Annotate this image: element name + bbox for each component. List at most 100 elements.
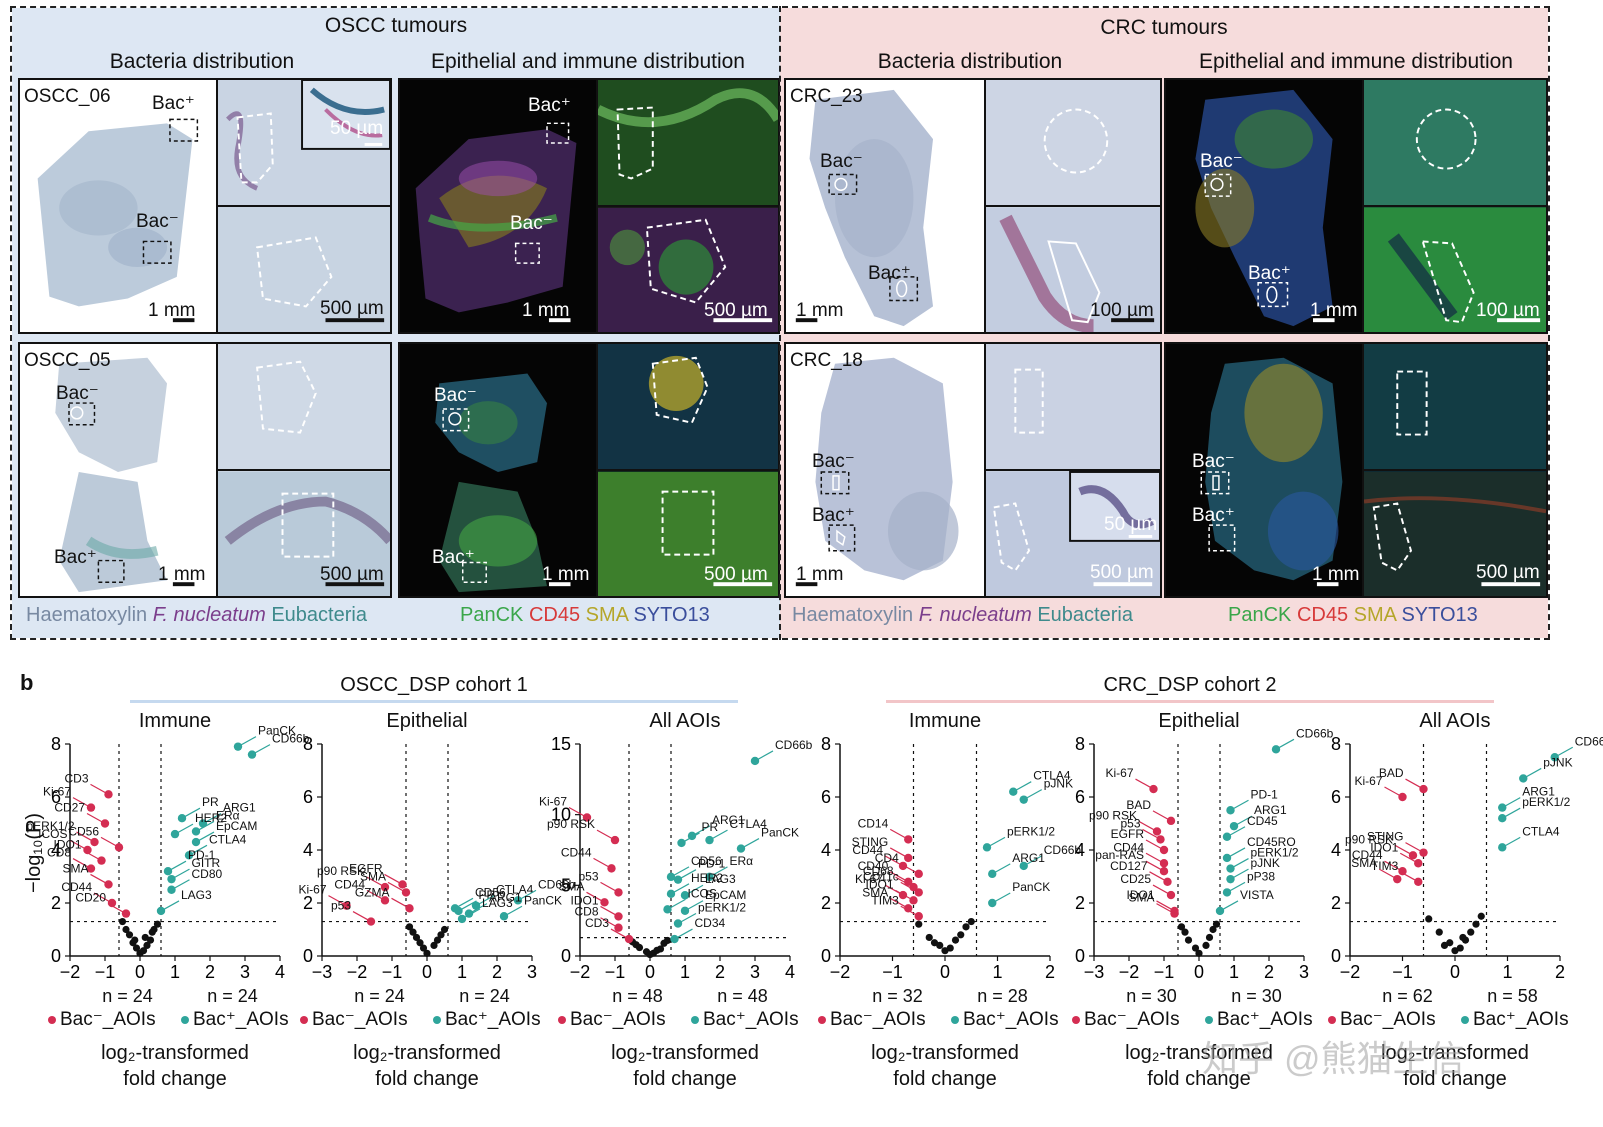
label-leader: [188, 844, 208, 856]
bac-neg-point: [1166, 816, 1176, 826]
crc23-bacpos-label: Bac⁺: [868, 263, 911, 284]
oscc05-sample-label: OSCC_05: [24, 350, 111, 371]
marker-label: PanCK: [761, 826, 799, 840]
label-leader: [709, 866, 728, 878]
x-tick-label: −2: [1340, 962, 1361, 982]
y-tick-label: 6: [821, 787, 831, 807]
label-leader: [202, 812, 222, 825]
x-tick-label: −2: [570, 962, 591, 982]
crc18-immune-scale-zoom: 500 µm: [1476, 562, 1540, 583]
marker-label: pP38: [1247, 869, 1275, 883]
ns-point: [1459, 933, 1467, 942]
x-tick-label: 2: [205, 962, 215, 982]
label-leader: [895, 876, 914, 888]
x-tick-label: 3: [1299, 962, 1309, 982]
label-leader: [1405, 778, 1424, 790]
bac-pos-point: [677, 838, 686, 848]
ns-point: [1212, 920, 1221, 928]
oscc06-immune-bacpos: Bac⁺: [528, 95, 571, 116]
marker-label: CD44: [852, 843, 883, 857]
ns-point: [1195, 949, 1203, 957]
oscc06-scale-zoom: 500 µm: [320, 298, 384, 319]
x-tick-label: 1: [1502, 962, 1512, 982]
bac-neg-point: [104, 790, 113, 799]
crc23-immune-scale-whole: 1 mm: [1310, 300, 1358, 321]
oscc-bacteria-col-title: Bacteria distribution: [109, 50, 295, 73]
label-leader: [1226, 847, 1246, 859]
label-leader: [517, 889, 537, 901]
x-axis-title-line1: log₂-transformed: [871, 1042, 1019, 1064]
label-leader: [237, 736, 257, 748]
marker-label: GZMA: [355, 885, 390, 899]
marker-label: pJNK: [1044, 777, 1073, 791]
x-tick-label: 0: [645, 962, 655, 982]
volcano-svg: −2 −1 0 1 2 0 2 4 6 8 CD14 STINGCD44CD4CD40CD68CD11…: [821, 734, 1081, 982]
oscc06-scale-whole: 1 mm: [148, 300, 196, 321]
label-leader: [1149, 871, 1168, 883]
bac-neg-point: [342, 901, 351, 910]
marker-label: ARG1: [1254, 803, 1287, 817]
marker-label: CD80: [192, 867, 223, 881]
label-leader: [1156, 903, 1175, 915]
ns-point: [915, 920, 923, 928]
marker-label: CD44: [1352, 848, 1383, 862]
marker-label: pERK1/2: [1007, 824, 1055, 838]
label-leader: [1501, 797, 1521, 809]
x-tick-label: 4: [275, 962, 285, 982]
marker-label: ARG1: [1012, 851, 1045, 865]
y-tick-label: 2: [303, 893, 313, 913]
label-leader: [1219, 900, 1239, 912]
label-leader: [691, 825, 711, 837]
legend-dot-pos: [1205, 1015, 1213, 1024]
bac-pos-point: [982, 843, 992, 852]
x-tick-label: −3: [312, 962, 333, 982]
bac-neg-point: [582, 813, 592, 822]
marker-label: Ki-67: [855, 872, 883, 886]
legend-bac-neg: Bac⁻_AOIs: [818, 1008, 926, 1031]
legend-bac-pos: Bac⁺_AOIs: [181, 1008, 289, 1031]
ns-point: [416, 939, 424, 947]
bac-neg-point: [1159, 867, 1169, 876]
label-leader: [681, 832, 700, 844]
crc18-scale-inset: 50 µm: [1104, 514, 1158, 535]
marker-label: BAD: [1126, 798, 1151, 812]
label-leader: [475, 895, 495, 907]
oscc05-immune-zoom: 500 µm: [596, 342, 780, 598]
legend-dot-neg: [300, 1015, 308, 1024]
y-tick-label: 15: [551, 734, 571, 754]
n-pos-count: n = 28: [977, 986, 1028, 1006]
volcano-plot: −3 −2 −1 0 1 2 3 0 2 4 6 8 EGFR p90 RSK SMA CD44 GZMA Ki-…: [298, 734, 575, 982]
y-tick-label: 0: [1075, 946, 1085, 966]
legend-sma: SMA: [1353, 604, 1396, 626]
legend-text-neg: Bac⁻_AOIs: [312, 1009, 408, 1030]
label-leader: [900, 881, 920, 893]
marker-label: ICOS: [688, 886, 717, 900]
x-axis-title-line2: fold change: [375, 1068, 479, 1090]
x-axis-title-line2: fold change: [1403, 1068, 1507, 1090]
marker-label: CD66b: [775, 738, 813, 752]
marker-label: CD66b: [272, 732, 310, 746]
marker-label: ARG1: [489, 891, 522, 905]
y-tick-label: 2: [1075, 893, 1085, 913]
y-tick-label: 0: [561, 946, 571, 966]
marker-label: PR: [202, 795, 219, 809]
crc23-immune-scale-zoom: 100 µm: [1476, 300, 1540, 321]
marker-label: Ki-67: [1105, 766, 1133, 780]
crc-bacteria-col-title: Bacteria distribution: [877, 50, 1063, 73]
volcano-plot: −3 −2 −1 0 1 2 3 0 2 4 6 8 Ki-67 BAD p90 RSK p53 EGFR CD4…: [1075, 726, 1334, 982]
n-pos-count: n = 24: [207, 986, 258, 1006]
x-axis-title-line2: fold change: [893, 1068, 997, 1090]
cohort2-title: CRC_DSP cohort 2: [1103, 674, 1277, 696]
marker-label: IDO1: [1126, 888, 1154, 902]
legend-dot-pos: [1461, 1015, 1469, 1024]
label-leader: [72, 797, 92, 809]
x-tick-label: 2: [715, 962, 725, 982]
x-tick-label: 4: [785, 962, 795, 982]
marker-label: CD127: [1110, 859, 1148, 873]
bac-pos-point: [247, 750, 257, 759]
bac-pos-point: [680, 891, 690, 900]
bac-pos-point: [1229, 821, 1239, 831]
marker-label: CD27: [54, 801, 85, 815]
label-leader: [991, 892, 1011, 904]
bac-pos-point: [705, 835, 714, 845]
